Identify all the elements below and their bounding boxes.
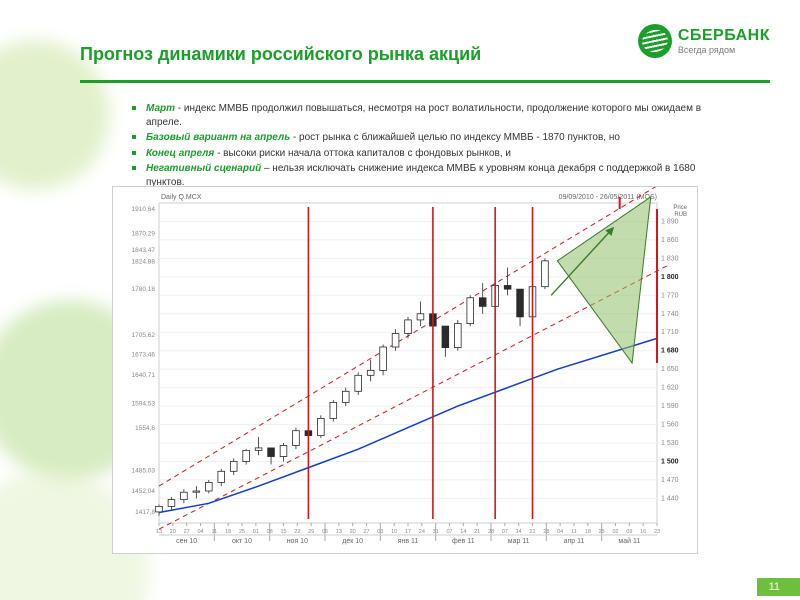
svg-text:1 830: 1 830 <box>661 255 679 262</box>
svg-text:1 890: 1 890 <box>661 218 679 225</box>
svg-text:Price: Price <box>673 205 687 211</box>
svg-text:сен 10: сен 10 <box>176 538 197 545</box>
svg-text:апр 11: апр 11 <box>564 538 585 545</box>
brand-logo: СБЕРБАНК Всегда рядом <box>638 24 770 58</box>
brand-tagline: Всегда рядом <box>678 46 770 55</box>
bullet-text: - рост рынка с ближайшей целью по индекс… <box>290 132 620 143</box>
svg-text:21: 21 <box>529 529 535 535</box>
svg-text:22: 22 <box>294 529 300 535</box>
svg-text:1843,47: 1843,47 <box>132 247 156 254</box>
svg-text:1 590: 1 590 <box>661 403 679 410</box>
brand-name: СБЕРБАНК <box>678 28 770 44</box>
svg-text:09/09/2010 - 26/05/2011 (MOS): 09/09/2010 - 26/05/2011 (MOS) <box>559 194 657 201</box>
svg-text:24: 24 <box>419 529 425 535</box>
svg-text:1 680: 1 680 <box>661 348 679 355</box>
header-bar: Прогноз динамики российского рынка акций… <box>80 30 770 83</box>
svg-text:1705,62: 1705,62 <box>132 332 156 339</box>
bullet-text: - высоки риски начала оттока капиталов с… <box>214 148 511 159</box>
svg-text:13: 13 <box>156 529 162 535</box>
svg-text:09: 09 <box>626 529 632 535</box>
svg-text:1 650: 1 650 <box>661 366 679 373</box>
svg-text:07: 07 <box>502 529 508 535</box>
bullet-em: Базовый вариант на апрель <box>146 132 290 143</box>
svg-text:29: 29 <box>308 529 314 535</box>
forecast-chart: Daily Q.MCX 09/09/2010 - 26/05/2011 (MOS)… <box>112 186 698 554</box>
bullet-em: Конец апреля <box>146 148 214 159</box>
svg-text:20: 20 <box>350 529 356 535</box>
svg-text:окт 10: окт 10 <box>232 538 252 545</box>
svg-text:02: 02 <box>612 529 618 535</box>
svg-text:1910,64: 1910,64 <box>132 206 156 213</box>
sberbank-icon <box>638 24 672 58</box>
svg-text:1640,71: 1640,71 <box>132 372 156 379</box>
svg-text:1 470: 1 470 <box>661 477 679 484</box>
svg-text:1594,53: 1594,53 <box>132 400 156 407</box>
svg-text:ноя 10: ноя 10 <box>287 538 308 545</box>
svg-text:11: 11 <box>571 529 577 535</box>
svg-text:18: 18 <box>225 529 231 535</box>
svg-text:1824,88: 1824,88 <box>132 259 156 266</box>
svg-text:май 11: май 11 <box>618 537 640 545</box>
svg-text:1 860: 1 860 <box>661 237 679 244</box>
svg-text:1 440: 1 440 <box>661 495 679 502</box>
bullet-list: Март - индекс ММВБ продолжил повышаться,… <box>96 102 720 191</box>
page-number-badge: 11 <box>757 578 800 596</box>
bullet-em: Негативный сценарий <box>146 163 261 174</box>
svg-text:13: 13 <box>336 529 342 535</box>
svg-text:16: 16 <box>640 529 646 535</box>
svg-text:1 530: 1 530 <box>661 440 679 447</box>
svg-text:1 710: 1 710 <box>661 329 679 336</box>
svg-text:14: 14 <box>516 529 522 535</box>
svg-text:27: 27 <box>184 529 190 535</box>
svg-text:18: 18 <box>585 529 591 535</box>
svg-text:1452,04: 1452,04 <box>132 488 156 495</box>
svg-text:1 560: 1 560 <box>661 422 679 429</box>
svg-text:23: 23 <box>654 529 660 535</box>
svg-text:10: 10 <box>391 529 397 535</box>
svg-text:04: 04 <box>557 529 563 535</box>
svg-text:14: 14 <box>460 529 466 535</box>
svg-text:1 620: 1 620 <box>661 385 679 392</box>
svg-text:1 500: 1 500 <box>661 458 679 465</box>
svg-text:RUB: RUB <box>674 212 687 218</box>
bullet-item: Негативный сценарий – нельзя исключать с… <box>136 162 720 189</box>
svg-text:21: 21 <box>474 529 480 535</box>
svg-text:1870,29: 1870,29 <box>132 231 156 238</box>
svg-text:17: 17 <box>405 529 411 535</box>
svg-text:дек 10: дек 10 <box>342 538 363 545</box>
svg-text:1 770: 1 770 <box>661 292 679 299</box>
bullet-text: - индекс ММВБ продолжил повышаться, несм… <box>146 103 701 128</box>
svg-text:1780,18: 1780,18 <box>132 286 156 293</box>
svg-text:1673,46: 1673,46 <box>132 352 156 359</box>
svg-text:фев 11: фев 11 <box>452 538 475 545</box>
svg-text:25: 25 <box>239 529 245 535</box>
svg-text:04: 04 <box>197 529 203 535</box>
svg-text:27: 27 <box>363 529 369 535</box>
svg-text:Daily Q.MCX: Daily Q.MCX <box>161 194 202 201</box>
svg-text:янв 11: янв 11 <box>398 538 419 545</box>
svg-text:15: 15 <box>280 529 286 535</box>
svg-text:мар 11: мар 11 <box>508 538 530 545</box>
bullet-item: Базовый вариант на апрель - рост рынка с… <box>136 131 720 145</box>
svg-text:07: 07 <box>446 529 452 535</box>
svg-text:1554,6: 1554,6 <box>135 425 155 432</box>
bullet-item: Март - индекс ММВБ продолжил повышаться,… <box>136 102 720 129</box>
bullet-em: Март <box>146 103 175 114</box>
svg-text:01: 01 <box>253 529 259 535</box>
svg-text:1417,8: 1417,8 <box>135 509 155 516</box>
svg-text:1485,03: 1485,03 <box>132 468 156 475</box>
svg-text:20: 20 <box>170 529 176 535</box>
svg-text:1 740: 1 740 <box>661 311 679 318</box>
svg-text:1 800: 1 800 <box>661 274 679 281</box>
bullet-item: Конец апреля - высоки риски начала отток… <box>136 147 720 161</box>
